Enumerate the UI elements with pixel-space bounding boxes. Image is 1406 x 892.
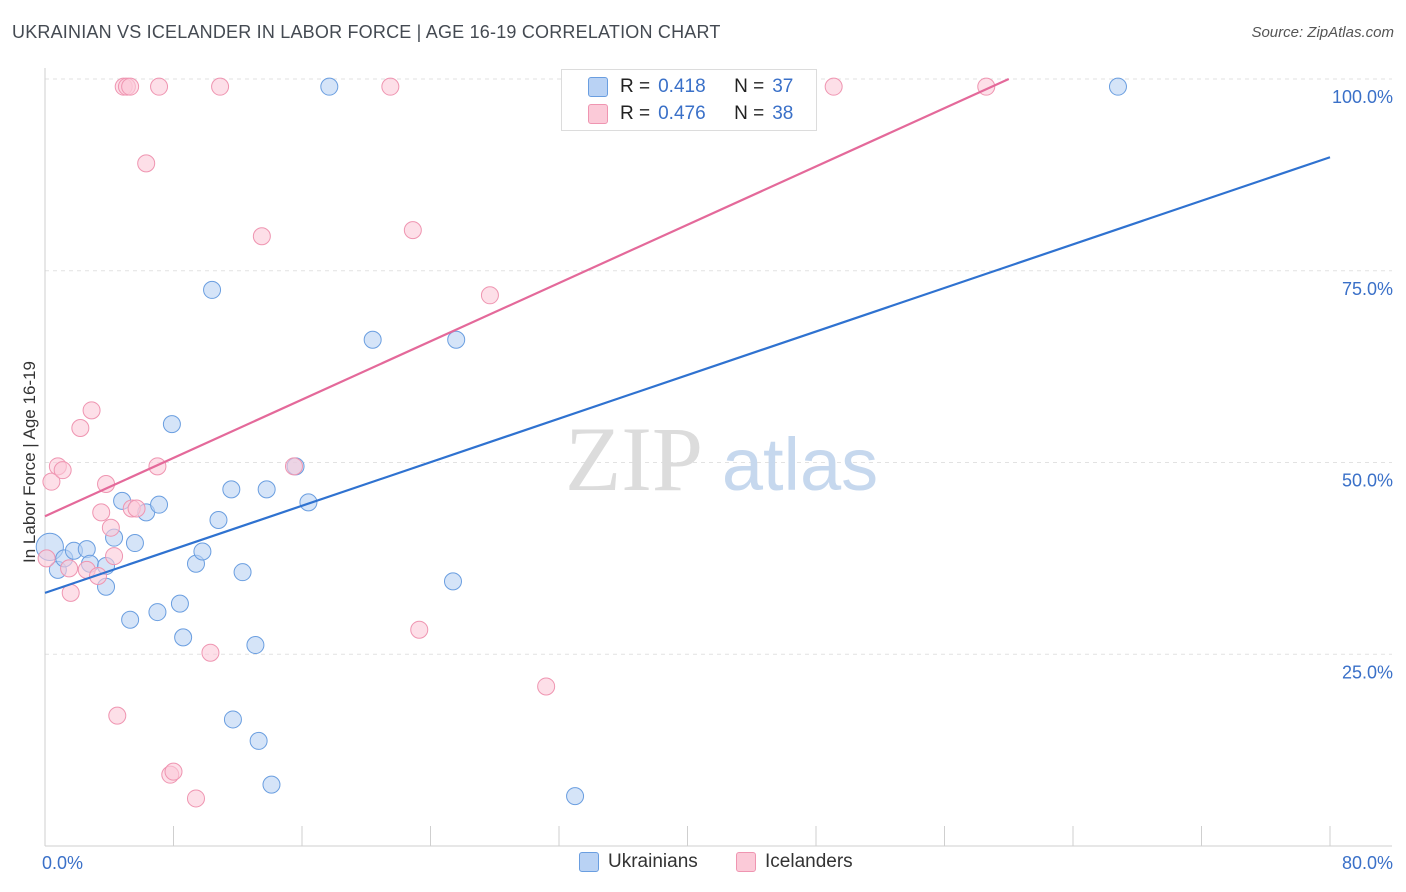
icelander-point bbox=[211, 77, 230, 96]
icelander-point bbox=[186, 789, 205, 808]
icelander-point bbox=[150, 77, 169, 96]
icelanders-legend-label: Icelanders bbox=[765, 851, 853, 872]
watermark-atlas: atlas bbox=[722, 423, 878, 506]
icelander-point bbox=[410, 620, 429, 639]
ukrainian-point bbox=[193, 542, 212, 561]
axes bbox=[44, 68, 1392, 847]
n-label: N = bbox=[734, 103, 765, 124]
watermark-zip: ZIP bbox=[565, 408, 703, 510]
r-label: R = bbox=[620, 76, 651, 97]
icelander-point bbox=[164, 762, 183, 781]
r-label: R = bbox=[620, 103, 651, 124]
icelander-point bbox=[201, 643, 220, 662]
y-tick-label: 25.0% bbox=[1342, 662, 1393, 682]
ukrainian-point bbox=[566, 787, 585, 806]
ukrainian-point bbox=[443, 572, 462, 591]
icelanders-n-value: 38 bbox=[772, 103, 794, 124]
ukrainian-point bbox=[77, 540, 96, 559]
legend-row-ukrainians: R = 0.418 N = 37 bbox=[588, 75, 793, 99]
chart-title: UKRAINIAN VS ICELANDER IN LABOR FORCE | … bbox=[12, 22, 721, 42]
icelander-point bbox=[82, 401, 101, 420]
icelander-point bbox=[284, 457, 303, 476]
x-tick-label: 0.0% bbox=[42, 853, 83, 873]
ukrainian-point bbox=[148, 603, 167, 622]
ukrainian-point bbox=[257, 480, 276, 499]
icelanders-legend-swatch bbox=[736, 852, 756, 872]
y-tick-label: 100.0% bbox=[1332, 87, 1393, 107]
ukrainians-legend-label: Ukrainians bbox=[608, 851, 698, 872]
icelander-point bbox=[105, 547, 124, 566]
ukrainian-point bbox=[246, 636, 265, 655]
ukrainian-point bbox=[170, 594, 189, 613]
ukrainian-point bbox=[174, 628, 193, 647]
y-tick-label: 50.0% bbox=[1342, 471, 1393, 491]
icelanders-swatch bbox=[588, 104, 608, 124]
icelander-trend-line bbox=[44, 77, 1010, 518]
n-label: N = bbox=[734, 76, 765, 97]
ukrainians-r-value: 0.418 bbox=[658, 76, 706, 97]
ukrainian-point bbox=[209, 511, 228, 530]
ukrainian-point bbox=[223, 710, 242, 729]
ukrainian-point bbox=[162, 415, 181, 434]
icelander-point bbox=[403, 221, 422, 240]
ukrainians-swatch bbox=[588, 77, 608, 97]
ukrainian-point bbox=[233, 563, 252, 582]
source-label: Source: ZipAtlas.com bbox=[1251, 24, 1394, 41]
series-legend-ukrainians[interactable]: Ukrainians bbox=[579, 851, 698, 873]
icelander-point bbox=[101, 518, 120, 537]
icelander-point bbox=[137, 154, 156, 173]
legend-row-icelanders: R = 0.476 N = 38 bbox=[588, 102, 793, 126]
x-tick-label: 80.0% bbox=[1342, 853, 1393, 873]
ukrainian-point bbox=[363, 330, 382, 349]
icelander-point bbox=[37, 549, 56, 568]
tick-labels: 25.0% 50.0% 75.0% 100.0% 0.0% 80.0% bbox=[42, 87, 1393, 873]
trend-lines bbox=[44, 77, 1331, 594]
ukrainian-point bbox=[249, 731, 268, 750]
ukrainian-trend-line bbox=[44, 156, 1331, 594]
stats-legend: R = 0.418 N = 37 R = 0.476 N = 38 bbox=[561, 69, 817, 131]
icelanders-r-value: 0.476 bbox=[658, 103, 706, 124]
ukrainian-point bbox=[203, 280, 222, 299]
ukrainian-point bbox=[222, 480, 241, 499]
ukrainian-point bbox=[125, 534, 144, 553]
icelander-point bbox=[108, 706, 127, 725]
ukrainian-point bbox=[1108, 77, 1127, 96]
series-legend-icelanders[interactable]: Icelanders bbox=[736, 851, 853, 873]
icelander-point bbox=[127, 499, 146, 518]
icelander-point bbox=[537, 677, 556, 696]
ukrainian-point bbox=[320, 77, 339, 96]
icelander-point bbox=[480, 286, 499, 305]
ukrainian-point bbox=[150, 495, 169, 514]
y-tick-label: 75.0% bbox=[1342, 279, 1393, 299]
watermark: ZIP atlas bbox=[565, 408, 878, 510]
ukrainian-point bbox=[299, 493, 318, 512]
ukrainians-n-value: 37 bbox=[772, 76, 794, 97]
icelander-point bbox=[824, 77, 843, 96]
icelander-point bbox=[381, 77, 400, 96]
icelander-point bbox=[97, 474, 116, 493]
gridlines bbox=[45, 78, 1392, 655]
icelander-point bbox=[60, 559, 79, 578]
icelander-point bbox=[92, 503, 111, 522]
ukrainian-point bbox=[447, 330, 466, 349]
icelander-point bbox=[42, 472, 61, 491]
ukrainians-legend-swatch bbox=[579, 852, 599, 872]
icelander-point bbox=[252, 227, 271, 246]
ukrainian-point bbox=[121, 610, 140, 629]
data-points bbox=[35, 77, 1127, 808]
icelander-point bbox=[71, 418, 90, 437]
ukrainian-point bbox=[262, 775, 281, 794]
icelander-point bbox=[121, 77, 140, 96]
icelander-point bbox=[53, 461, 72, 480]
